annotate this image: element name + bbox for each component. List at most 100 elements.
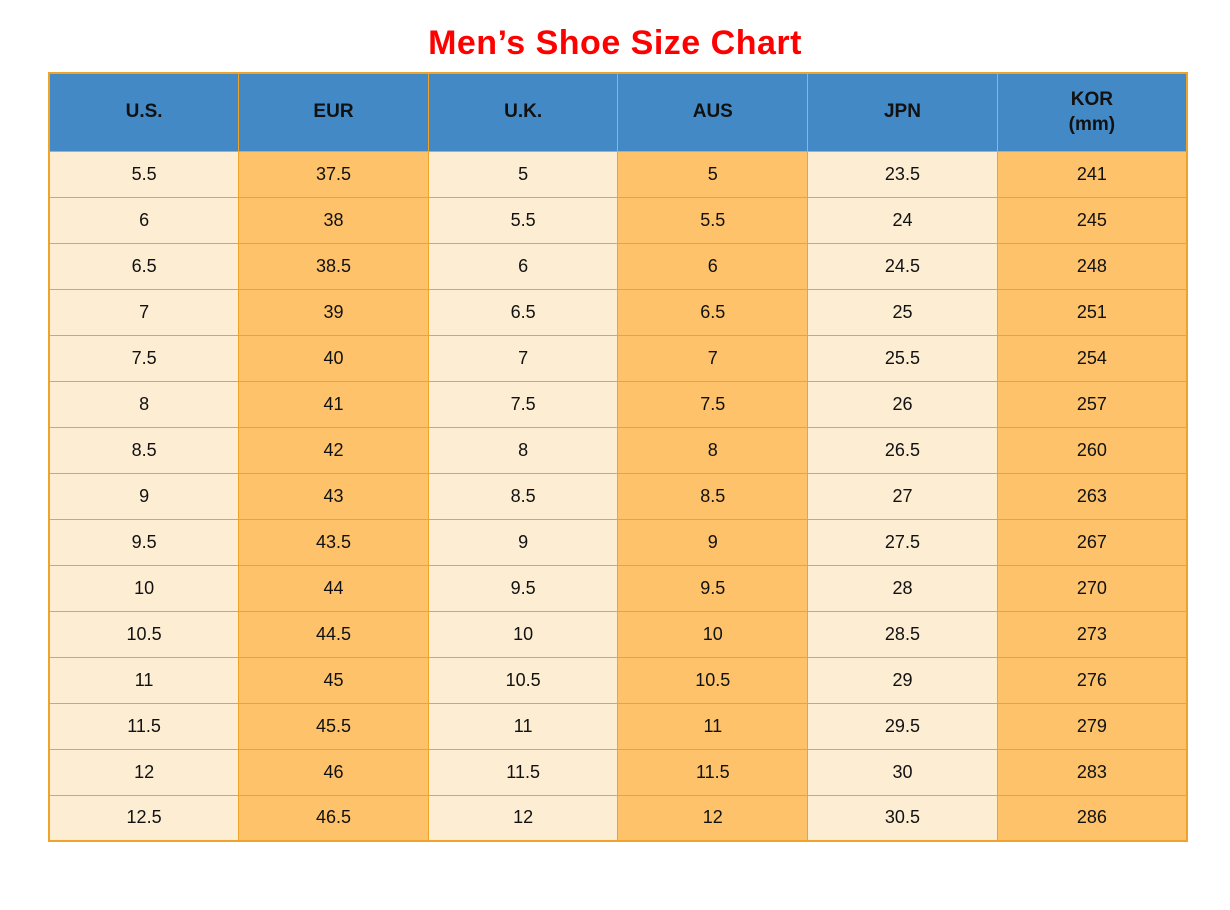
column-header-label: KOR bbox=[1070, 88, 1113, 110]
table-cell: 7 bbox=[427, 334, 619, 382]
table-cell: 241 bbox=[996, 150, 1188, 198]
table-cell: 286 bbox=[996, 794, 1188, 842]
table-cell: 11.5 bbox=[617, 748, 809, 796]
header-row: U.S. EUR U.K. AUS JPN KOR (mm) bbox=[48, 72, 1188, 152]
table-cell: 9 bbox=[48, 472, 240, 520]
table-cell: 29 bbox=[807, 656, 998, 704]
table-row: 6.5 38.5 6 6 24.5 248 bbox=[48, 242, 1188, 290]
table-cell: 44 bbox=[238, 564, 429, 612]
table-cell: 40 bbox=[238, 334, 429, 382]
column-header-uk: U.K. bbox=[427, 72, 619, 152]
table-cell: 10 bbox=[48, 564, 240, 612]
table-row: 7.5 40 7 7 25.5 254 bbox=[48, 334, 1188, 382]
page-title: Men’s Shoe Size Chart bbox=[428, 24, 802, 62]
table-cell: 29.5 bbox=[807, 702, 998, 750]
table-cell: 5 bbox=[427, 150, 619, 198]
table-cell: 12 bbox=[48, 748, 240, 796]
table-row: 11.5 45.5 11 11 29.5 279 bbox=[48, 702, 1188, 750]
table-cell: 8.5 bbox=[48, 426, 240, 474]
table-row: 9 43 8.5 8.5 27 263 bbox=[48, 472, 1188, 520]
table-cell: 23.5 bbox=[807, 150, 998, 198]
table-row: 9.5 43.5 9 9 27.5 267 bbox=[48, 518, 1188, 566]
column-header-label: EUR bbox=[313, 101, 354, 123]
table-cell: 11 bbox=[617, 702, 809, 750]
table-cell: 5.5 bbox=[617, 196, 809, 244]
table-cell: 6 bbox=[48, 196, 240, 244]
table-cell: 6 bbox=[617, 242, 809, 290]
table-cell: 25 bbox=[807, 288, 998, 336]
table-cell: 43.5 bbox=[238, 518, 429, 566]
table-cell: 44.5 bbox=[238, 610, 429, 658]
table-cell: 43 bbox=[238, 472, 429, 520]
table-cell: 5 bbox=[617, 150, 809, 198]
table-cell: 46.5 bbox=[238, 794, 429, 842]
table-cell: 8.5 bbox=[427, 472, 619, 520]
table-cell: 279 bbox=[996, 702, 1188, 750]
table-cell: 257 bbox=[996, 380, 1188, 428]
table-cell: 9.5 bbox=[48, 518, 240, 566]
column-header-kor: KOR (mm) bbox=[996, 72, 1188, 152]
table-cell: 9 bbox=[427, 518, 619, 566]
table-cell: 38.5 bbox=[238, 242, 429, 290]
table-cell: 42 bbox=[238, 426, 429, 474]
table-row: 11 45 10.5 10.5 29 276 bbox=[48, 656, 1188, 704]
table-cell: 10 bbox=[617, 610, 809, 658]
table-cell: 6.5 bbox=[48, 242, 240, 290]
table-cell: 27 bbox=[807, 472, 998, 520]
table-cell: 7.5 bbox=[48, 334, 240, 382]
table-cell: 6 bbox=[427, 242, 619, 290]
column-header-us: U.S. bbox=[48, 72, 240, 152]
table-header: U.S. EUR U.K. AUS JPN KOR (mm) bbox=[48, 72, 1188, 152]
table-row: 10.5 44.5 10 10 28.5 273 bbox=[48, 610, 1188, 658]
table-row: 12.5 46.5 12 12 30.5 286 bbox=[48, 794, 1188, 842]
table-cell: 45.5 bbox=[238, 702, 429, 750]
table-cell: 260 bbox=[996, 426, 1188, 474]
column-header-label: U.K. bbox=[504, 101, 543, 123]
table-cell: 30 bbox=[807, 748, 998, 796]
table-cell: 8 bbox=[617, 426, 809, 474]
table-cell: 12 bbox=[617, 794, 809, 842]
table-cell: 9 bbox=[617, 518, 809, 566]
table-cell: 7 bbox=[48, 288, 240, 336]
table-cell: 41 bbox=[238, 380, 429, 428]
table-cell: 24.5 bbox=[807, 242, 998, 290]
column-header-aus: AUS bbox=[617, 72, 809, 152]
table-cell: 5.5 bbox=[427, 196, 619, 244]
table-cell: 45 bbox=[238, 656, 429, 704]
column-header-label: AUS bbox=[692, 101, 733, 123]
table-row: 7 39 6.5 6.5 25 251 bbox=[48, 288, 1188, 336]
table-cell: 26 bbox=[807, 380, 998, 428]
table-cell: 245 bbox=[996, 196, 1188, 244]
table-row: 8.5 42 8 8 26.5 260 bbox=[48, 426, 1188, 474]
column-header-label: U.S. bbox=[125, 101, 163, 123]
table-cell: 7 bbox=[617, 334, 809, 382]
column-header-jpn: JPN bbox=[807, 72, 998, 152]
table-cell: 251 bbox=[996, 288, 1188, 336]
table-cell: 10.5 bbox=[617, 656, 809, 704]
table-cell: 6.5 bbox=[617, 288, 809, 336]
table-cell: 38 bbox=[238, 196, 429, 244]
table-cell: 254 bbox=[996, 334, 1188, 382]
table-cell: 12 bbox=[427, 794, 619, 842]
table-cell: 25.5 bbox=[807, 334, 998, 382]
table-cell: 267 bbox=[996, 518, 1188, 566]
table-cell: 46 bbox=[238, 748, 429, 796]
table-row: 8 41 7.5 7.5 26 257 bbox=[48, 380, 1188, 428]
table-row: 5.5 37.5 5 5 23.5 241 bbox=[48, 150, 1188, 198]
table-cell: 11 bbox=[48, 656, 240, 704]
table-cell: 270 bbox=[996, 564, 1188, 612]
table-cell: 7.5 bbox=[427, 380, 619, 428]
table-cell: 11.5 bbox=[48, 702, 240, 750]
table-cell: 30.5 bbox=[807, 794, 998, 842]
table-cell: 248 bbox=[996, 242, 1188, 290]
shoe-size-table: U.S. EUR U.K. AUS JPN KOR (mm) 5.5 37.5 5 5 23.5 24… bbox=[48, 72, 1188, 842]
table-cell: 12.5 bbox=[48, 794, 240, 842]
table-cell: 11.5 bbox=[427, 748, 619, 796]
table-row: 12 46 11.5 11.5 30 283 bbox=[48, 748, 1188, 796]
table-cell: 26.5 bbox=[807, 426, 998, 474]
table-cell: 27.5 bbox=[807, 518, 998, 566]
column-header-label: JPN bbox=[883, 101, 921, 123]
table-body: 5.5 37.5 5 5 23.5 241 6 38 5.5 5.5 24 245 6.5 38.5 6 6 2… bbox=[48, 150, 1188, 842]
table-cell: 11 bbox=[427, 702, 619, 750]
table-cell: 7.5 bbox=[617, 380, 809, 428]
